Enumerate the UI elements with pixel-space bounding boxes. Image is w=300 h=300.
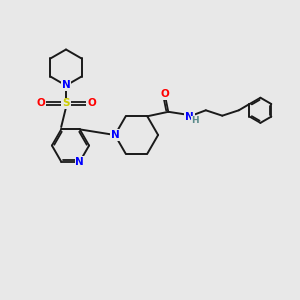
Text: O: O bbox=[36, 98, 45, 109]
Text: O: O bbox=[87, 98, 96, 109]
Text: N: N bbox=[110, 130, 119, 140]
Text: N: N bbox=[185, 112, 194, 122]
Text: H: H bbox=[191, 116, 199, 125]
Text: N: N bbox=[75, 157, 84, 166]
Text: N: N bbox=[61, 80, 70, 91]
Text: S: S bbox=[62, 98, 70, 109]
Text: O: O bbox=[161, 89, 170, 99]
